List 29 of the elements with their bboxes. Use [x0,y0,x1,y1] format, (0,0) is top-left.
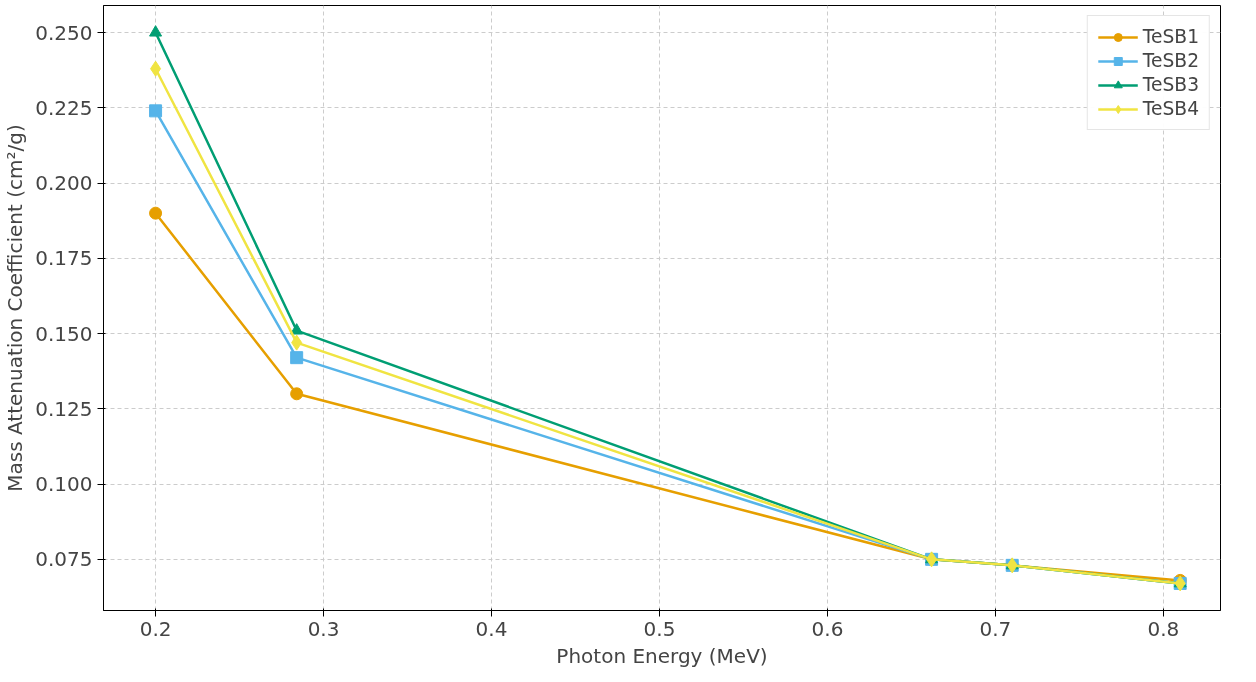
x-tick-label: 0.6 [811,616,844,641]
legend-label: TeSB2 [1142,50,1199,71]
x-tick-label: 0.3 [307,616,340,641]
y-tick-label: 0.225 [35,95,93,120]
point [149,25,163,37]
x-tick-label: 0.2 [139,616,172,641]
y-tick-label: 0.075 [35,547,93,572]
x-tick-label: 0.5 [643,616,676,641]
point [290,323,304,335]
legend-label: TeSB1 [1142,26,1199,47]
point [150,60,162,77]
point [290,351,304,365]
x-tick-label: 0.4 [475,616,508,641]
y-tick-label: 0.200 [35,171,93,196]
x-tick-label: 0.7 [979,616,1012,641]
y-axis-title: Mass Attenuation Coefficient (cm²/g) [3,124,28,492]
point [290,387,304,401]
legend-label: TeSB4 [1142,98,1199,119]
x-tick-label: 0.8 [1147,616,1180,641]
x-axis-title: Photon Energy (MeV) [556,643,768,668]
y-tick-label: 0.100 [35,472,93,497]
y-tick-label: 0.175 [35,246,93,271]
y-tick-label: 0.250 [35,20,93,45]
y-tick-label: 0.150 [35,321,93,346]
point [149,206,163,220]
point [291,334,303,351]
y-tick-label: 0.125 [35,396,93,421]
point [149,104,163,118]
legend-label: TeSB3 [1142,74,1199,95]
